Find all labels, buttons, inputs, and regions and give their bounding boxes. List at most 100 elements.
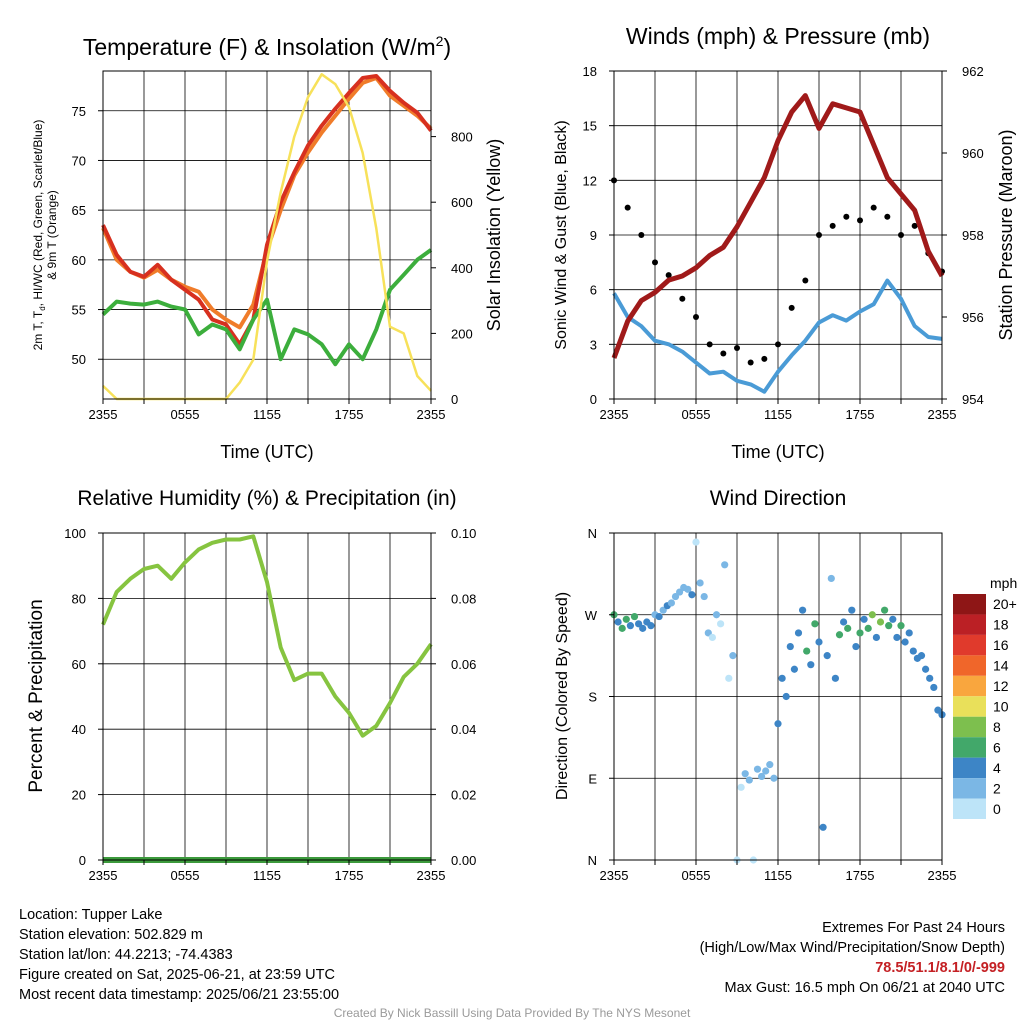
wind-direction-point [688, 591, 696, 599]
wind-direction-point [778, 674, 786, 682]
x-tick-label: 1755 [846, 868, 875, 883]
wind-direction-point [856, 629, 864, 637]
max-gust-text: Max Gust: 16.5 mph On 06/21 at 2040 UTC [724, 980, 1005, 996]
series-line [101, 534, 433, 738]
extremes-fields: (High/Low/Max Wind/Precipitation/Snow De… [699, 940, 1005, 956]
y2-tick-label: 958 [962, 228, 984, 243]
colorbar-swatch [953, 737, 986, 758]
humidity-y-ticks: 0 20 40 60 80 100 [64, 526, 103, 868]
winds-x-ticks: 2355 0555 1155 1755 2355 [600, 399, 957, 422]
colorbar-label: 16 [993, 637, 1009, 653]
wind-direction-point [885, 622, 893, 630]
pressure-y-ticks: 954 956 958 960 962 [942, 64, 984, 407]
wind-direction-point [684, 585, 692, 593]
winds-x-axis-label: Time (UTC) [731, 442, 824, 462]
gust-point [734, 344, 740, 351]
y2-tick-label: 0.06 [451, 657, 476, 672]
x-tick-label: 0555 [171, 868, 200, 883]
y-tick-label: 50 [72, 352, 86, 367]
wind-direction-point [917, 652, 926, 660]
wind-direction-point [618, 624, 626, 632]
wind-direction-point [835, 631, 844, 639]
pressure-y-axis-label: Station Pressure (Maroon) [996, 129, 1016, 340]
y2-tick-label: 956 [962, 310, 984, 325]
colorbar-label: 20+ [993, 596, 1017, 612]
colorbar-label: 10 [993, 699, 1009, 715]
wind-direction-point [848, 606, 856, 614]
colorbar-swatch [953, 798, 986, 819]
wind-direction-point [758, 772, 766, 781]
wind-direction-point [614, 618, 622, 626]
gust-point [857, 217, 863, 224]
wind-direction-point [827, 574, 835, 583]
wind-direction-x-ticks: 2355 0555 1155 1755 2355 [600, 860, 957, 883]
wind-direction-point [712, 611, 721, 619]
wind-direction-point [897, 622, 905, 630]
x-tick-label: 2355 [928, 407, 957, 422]
winds-y-ticks: 0 3 6 9 12 15 18 [583, 64, 614, 407]
wind-direction-point [770, 774, 778, 782]
y2-tick-label: 954 [962, 392, 984, 407]
series-line [101, 248, 433, 367]
wind-direction-y-axis-label: Direction (Colored By Speed) [554, 592, 571, 800]
colorbar-label: 6 [993, 739, 1001, 755]
gust-point [775, 341, 781, 348]
y-tick-label: 9 [590, 228, 597, 243]
humidity-chart-title: Relative Humidity (%) & Precipitation (i… [77, 487, 456, 510]
colorbar-swatch [953, 614, 986, 635]
wind-direction-point [790, 665, 799, 673]
panel-temperature: Temperature (F) & Insolation (W/m2) 50 55… [31, 33, 504, 462]
wind-direction-point [831, 674, 840, 682]
winds-chart-title: Winds (mph) & Pressure (mb) [626, 23, 930, 49]
y-tick-label: 18 [583, 64, 597, 79]
temperature-x-ticks: 2355 0555 1155 1755 2355 [89, 399, 446, 422]
y2-tick-label: 962 [962, 64, 984, 79]
wind-direction-point [794, 629, 803, 637]
y-tick-label: W [585, 608, 598, 623]
wind-direction-point [889, 615, 897, 623]
extremes-info: Extremes For Past 24 Hours (High/Low/Max… [700, 918, 1005, 998]
x-tick-label: 0555 [682, 868, 711, 883]
x-tick-label: 2355 [928, 868, 957, 883]
wind-direction-point [803, 647, 811, 655]
gust-point [761, 355, 768, 362]
wind-direction-point [741, 770, 749, 778]
humidity-x-ticks: 2355 0555 1155 1755 2355 [89, 860, 445, 883]
y-tick-label: E [588, 771, 597, 786]
x-tick-label: 1755 [335, 407, 364, 422]
y2-tick-label: 200 [451, 326, 473, 341]
wind-direction-point [721, 561, 729, 569]
colorbar-swatch [953, 655, 986, 676]
gust-point [802, 277, 809, 284]
y2-tick-label: 0 [451, 392, 458, 407]
colorbar-swatch [953, 757, 986, 779]
y-tick-label: 70 [72, 153, 86, 168]
gust-point [816, 232, 822, 238]
y-tick-label: 100 [64, 526, 86, 541]
wind-direction-point [881, 606, 889, 614]
x-tick-label: 2355 [417, 407, 446, 422]
x-tick-label: 0555 [682, 407, 711, 422]
y-tick-label: 60 [72, 657, 86, 672]
temperature-x-axis-label: Time (UTC) [220, 442, 313, 462]
y-tick-label: 6 [590, 283, 597, 298]
wind-direction-point [708, 633, 717, 642]
y2-tick-label: 0.02 [451, 788, 476, 803]
gust-point [747, 359, 754, 366]
panel-humidity: Relative Humidity (%) & Precipitation (i… [26, 487, 476, 883]
y-tick-label: 60 [72, 253, 86, 268]
x-tick-label: 1155 [764, 868, 792, 883]
elevation-text: Station elevation: 502.829 m [19, 927, 203, 943]
colorbar-label: 4 [993, 760, 1001, 776]
wind-direction-point [815, 638, 823, 646]
winds-series [611, 93, 945, 394]
wind-direction-point [799, 606, 807, 614]
gust-point [693, 314, 699, 320]
y2-tick-label: 800 [451, 130, 473, 145]
y2-tick-label: 0.04 [451, 722, 476, 737]
wind-direction-point [753, 765, 762, 773]
colorbar-swatch [953, 675, 986, 697]
wind-direction-point [909, 647, 917, 655]
